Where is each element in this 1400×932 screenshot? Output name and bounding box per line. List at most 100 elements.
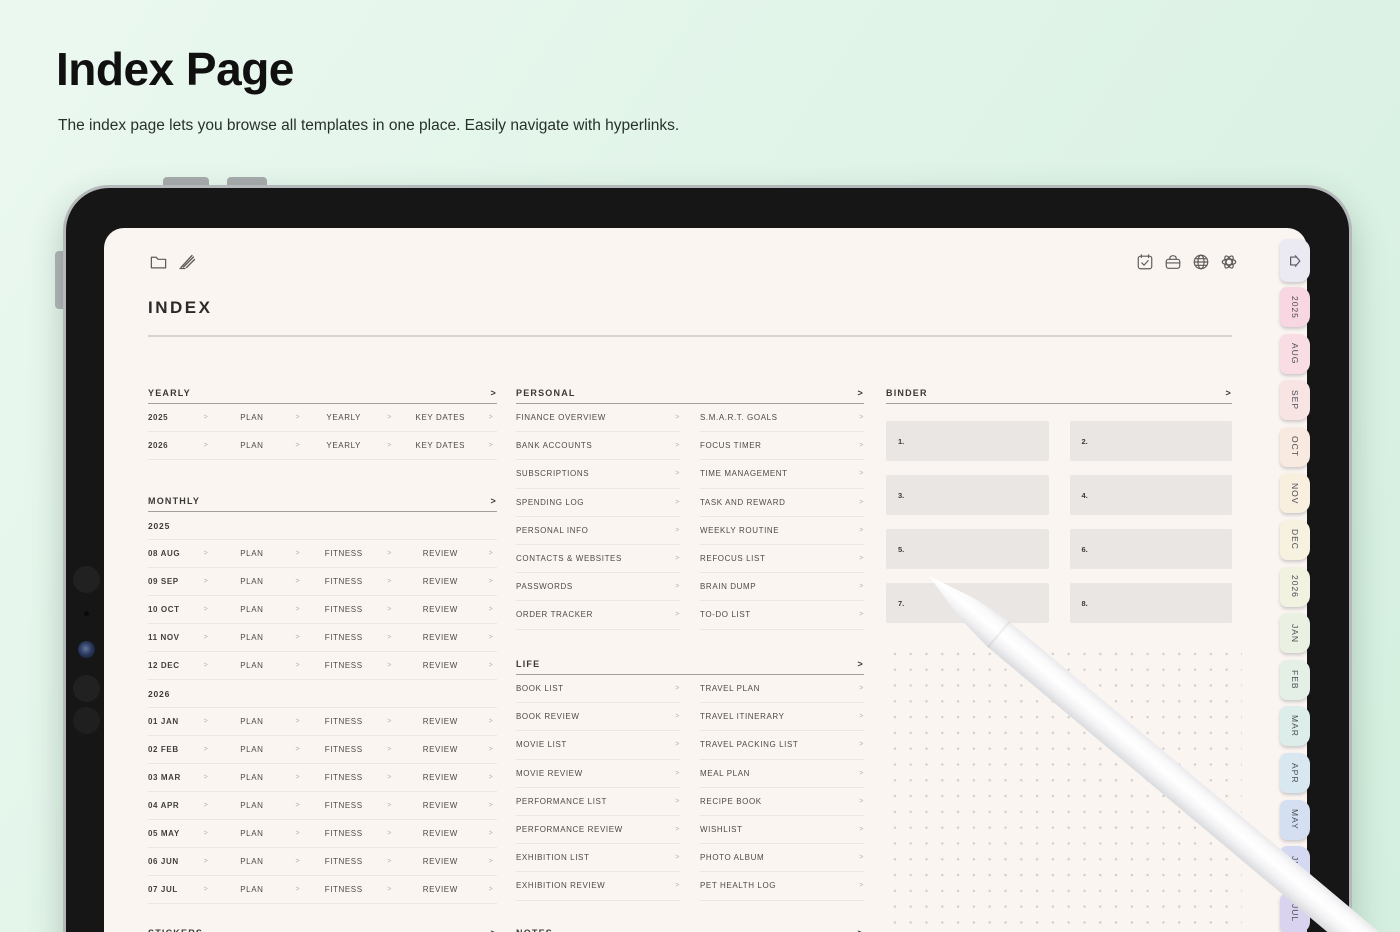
side-tab[interactable]: NOV bbox=[1280, 473, 1310, 514]
side-tab[interactable]: APR bbox=[1280, 752, 1310, 793]
row-link[interactable]: FITNESS bbox=[324, 801, 363, 810]
list-item[interactable]: TIME MANAGEMENT bbox=[700, 460, 864, 489]
binder-slot[interactable]: 3. bbox=[886, 475, 1049, 515]
section-header-binder[interactable]: BINDER bbox=[886, 381, 1232, 404]
list-item[interactable]: BRAIN DUMP bbox=[700, 573, 864, 602]
list-item[interactable]: ORDER TRACKER bbox=[516, 601, 680, 630]
list-item[interactable]: TRAVEL ITINERARY bbox=[700, 703, 864, 732]
row-link[interactable]: PLAN bbox=[240, 745, 264, 754]
list-item[interactable]: FOCUS TIMER bbox=[700, 432, 864, 461]
list-item[interactable]: WISHLIST bbox=[700, 816, 864, 845]
side-tab[interactable]: 2026 bbox=[1280, 566, 1310, 607]
section-header-notes[interactable]: NOTES bbox=[516, 921, 864, 932]
list-item[interactable]: FINANCE OVERVIEW bbox=[516, 404, 680, 433]
row-link[interactable]: FITNESS bbox=[324, 885, 363, 894]
list-item[interactable]: TRAVEL PACKING LIST bbox=[700, 731, 864, 760]
row-link[interactable]: REVIEW bbox=[422, 829, 458, 838]
row-link[interactable]: PLAN bbox=[240, 633, 264, 642]
row-link[interactable]: KEY DATES bbox=[415, 413, 466, 422]
pen-icon[interactable] bbox=[177, 251, 197, 271]
side-tab[interactable]: MAR bbox=[1280, 706, 1310, 747]
row-link[interactable]: PLAN bbox=[240, 829, 264, 838]
row-label-link[interactable]: 02 FEB bbox=[148, 745, 179, 754]
row-label-link[interactable]: 2025 bbox=[148, 413, 169, 422]
binder-slot[interactable]: 8. bbox=[1069, 583, 1232, 623]
side-tab[interactable]: MAY bbox=[1280, 799, 1310, 840]
list-item[interactable]: PASSWORDS bbox=[516, 573, 680, 602]
row-link[interactable]: PLAN bbox=[240, 773, 264, 782]
row-link[interactable]: REVIEW bbox=[422, 605, 458, 614]
list-item[interactable]: RECIPE BOOK bbox=[700, 788, 864, 816]
side-tab[interactable]: FEB bbox=[1280, 659, 1310, 700]
row-link[interactable]: REVIEW bbox=[422, 577, 458, 586]
row-link[interactable]: PLAN bbox=[240, 577, 264, 586]
list-item[interactable]: WEEKLY ROUTINE bbox=[700, 517, 864, 545]
row-link[interactable]: YEARLY bbox=[326, 413, 361, 422]
list-item[interactable]: EXHIBITION LIST bbox=[516, 844, 680, 873]
row-label-link[interactable]: 12 DEC bbox=[148, 661, 180, 670]
row-link[interactable]: PLAN bbox=[240, 413, 264, 422]
list-item[interactable]: EXHIBITION REVIEW bbox=[516, 872, 680, 901]
row-label-link[interactable]: 07 JUL bbox=[148, 885, 178, 894]
row-label-link[interactable]: 10 OCT bbox=[148, 605, 180, 614]
list-item[interactable]: SPENDING LOG bbox=[516, 489, 680, 517]
list-item[interactable]: MOVIE LIST bbox=[516, 731, 680, 760]
row-label-link[interactable]: 09 SEP bbox=[148, 577, 179, 586]
row-label-link[interactable]: 06 JUN bbox=[148, 857, 179, 866]
row-link[interactable]: PLAN bbox=[240, 441, 264, 450]
ai-flower-icon[interactable] bbox=[1219, 252, 1239, 272]
row-link[interactable]: FITNESS bbox=[324, 577, 363, 586]
row-link[interactable]: REVIEW bbox=[422, 661, 458, 670]
row-link[interactable]: FITNESS bbox=[324, 717, 363, 726]
binder-slot[interactable]: 6. bbox=[1069, 529, 1232, 569]
list-item[interactable]: SUBSCRIPTIONS bbox=[516, 460, 680, 489]
row-label-link[interactable]: 04 APR bbox=[148, 801, 180, 810]
list-item[interactable]: PERFORMANCE REVIEW bbox=[516, 816, 680, 845]
row-link[interactable]: PLAN bbox=[240, 661, 264, 670]
side-tab[interactable]: AUG bbox=[1280, 333, 1310, 374]
bag-icon[interactable] bbox=[1163, 252, 1183, 272]
list-item[interactable]: PERFORMANCE LIST bbox=[516, 788, 680, 816]
row-link[interactable]: REVIEW bbox=[422, 801, 458, 810]
section-header-yearly[interactable]: YEARLY bbox=[148, 381, 497, 404]
list-item[interactable]: PET HEALTH LOG bbox=[700, 872, 864, 901]
list-item[interactable]: PHOTO ALBUM bbox=[700, 844, 864, 873]
tab-home[interactable] bbox=[1280, 239, 1310, 282]
list-item[interactable]: PERSONAL INFO bbox=[516, 517, 680, 545]
side-tab[interactable]: 2025 bbox=[1280, 287, 1310, 327]
row-link[interactable]: REVIEW bbox=[422, 549, 458, 558]
list-item[interactable]: BOOK REVIEW bbox=[516, 703, 680, 732]
row-link[interactable]: KEY DATES bbox=[415, 441, 466, 450]
row-label-link[interactable]: 05 MAY bbox=[148, 829, 180, 838]
list-item[interactable]: CONTACTS & WEBSITES bbox=[516, 545, 680, 574]
side-tab[interactable]: JAN bbox=[1280, 613, 1310, 654]
binder-slot[interactable]: 5. bbox=[886, 529, 1049, 569]
list-item[interactable]: TRAVEL PLAN bbox=[700, 675, 864, 704]
section-header-personal[interactable]: PERSONAL bbox=[516, 381, 864, 404]
list-item[interactable]: REFOCUS LIST bbox=[700, 545, 864, 574]
row-link[interactable]: FITNESS bbox=[324, 605, 363, 614]
row-label-link[interactable]: 2026 bbox=[148, 441, 169, 450]
row-link[interactable]: REVIEW bbox=[422, 885, 458, 894]
side-tab[interactable]: DEC bbox=[1280, 519, 1310, 560]
list-item[interactable]: TO-DO LIST bbox=[700, 601, 864, 630]
row-link[interactable]: FITNESS bbox=[324, 773, 363, 782]
section-header-life[interactable]: LIFE bbox=[516, 652, 864, 675]
row-link[interactable]: REVIEW bbox=[422, 745, 458, 754]
list-item[interactable]: BANK ACCOUNTS bbox=[516, 432, 680, 461]
binder-slot[interactable]: 4. bbox=[1069, 475, 1232, 515]
row-link[interactable]: REVIEW bbox=[422, 717, 458, 726]
row-link[interactable]: REVIEW bbox=[422, 857, 458, 866]
row-link[interactable]: FITNESS bbox=[324, 829, 363, 838]
list-item[interactable]: S.M.A.R.T. GOALS bbox=[700, 404, 864, 433]
row-label-link[interactable]: 03 MAR bbox=[148, 773, 181, 782]
list-item[interactable]: MOVIE REVIEW bbox=[516, 760, 680, 788]
row-link[interactable]: FITNESS bbox=[324, 745, 363, 754]
row-label-link[interactable]: 11 NOV bbox=[148, 633, 180, 642]
row-link[interactable]: PLAN bbox=[240, 605, 264, 614]
section-header-stickers[interactable]: STICKERS bbox=[148, 921, 497, 932]
row-link[interactable]: REVIEW bbox=[422, 773, 458, 782]
row-link[interactable]: FITNESS bbox=[324, 661, 363, 670]
row-label-link[interactable]: 08 AUG bbox=[148, 549, 181, 558]
row-link[interactable]: REVIEW bbox=[422, 633, 458, 642]
